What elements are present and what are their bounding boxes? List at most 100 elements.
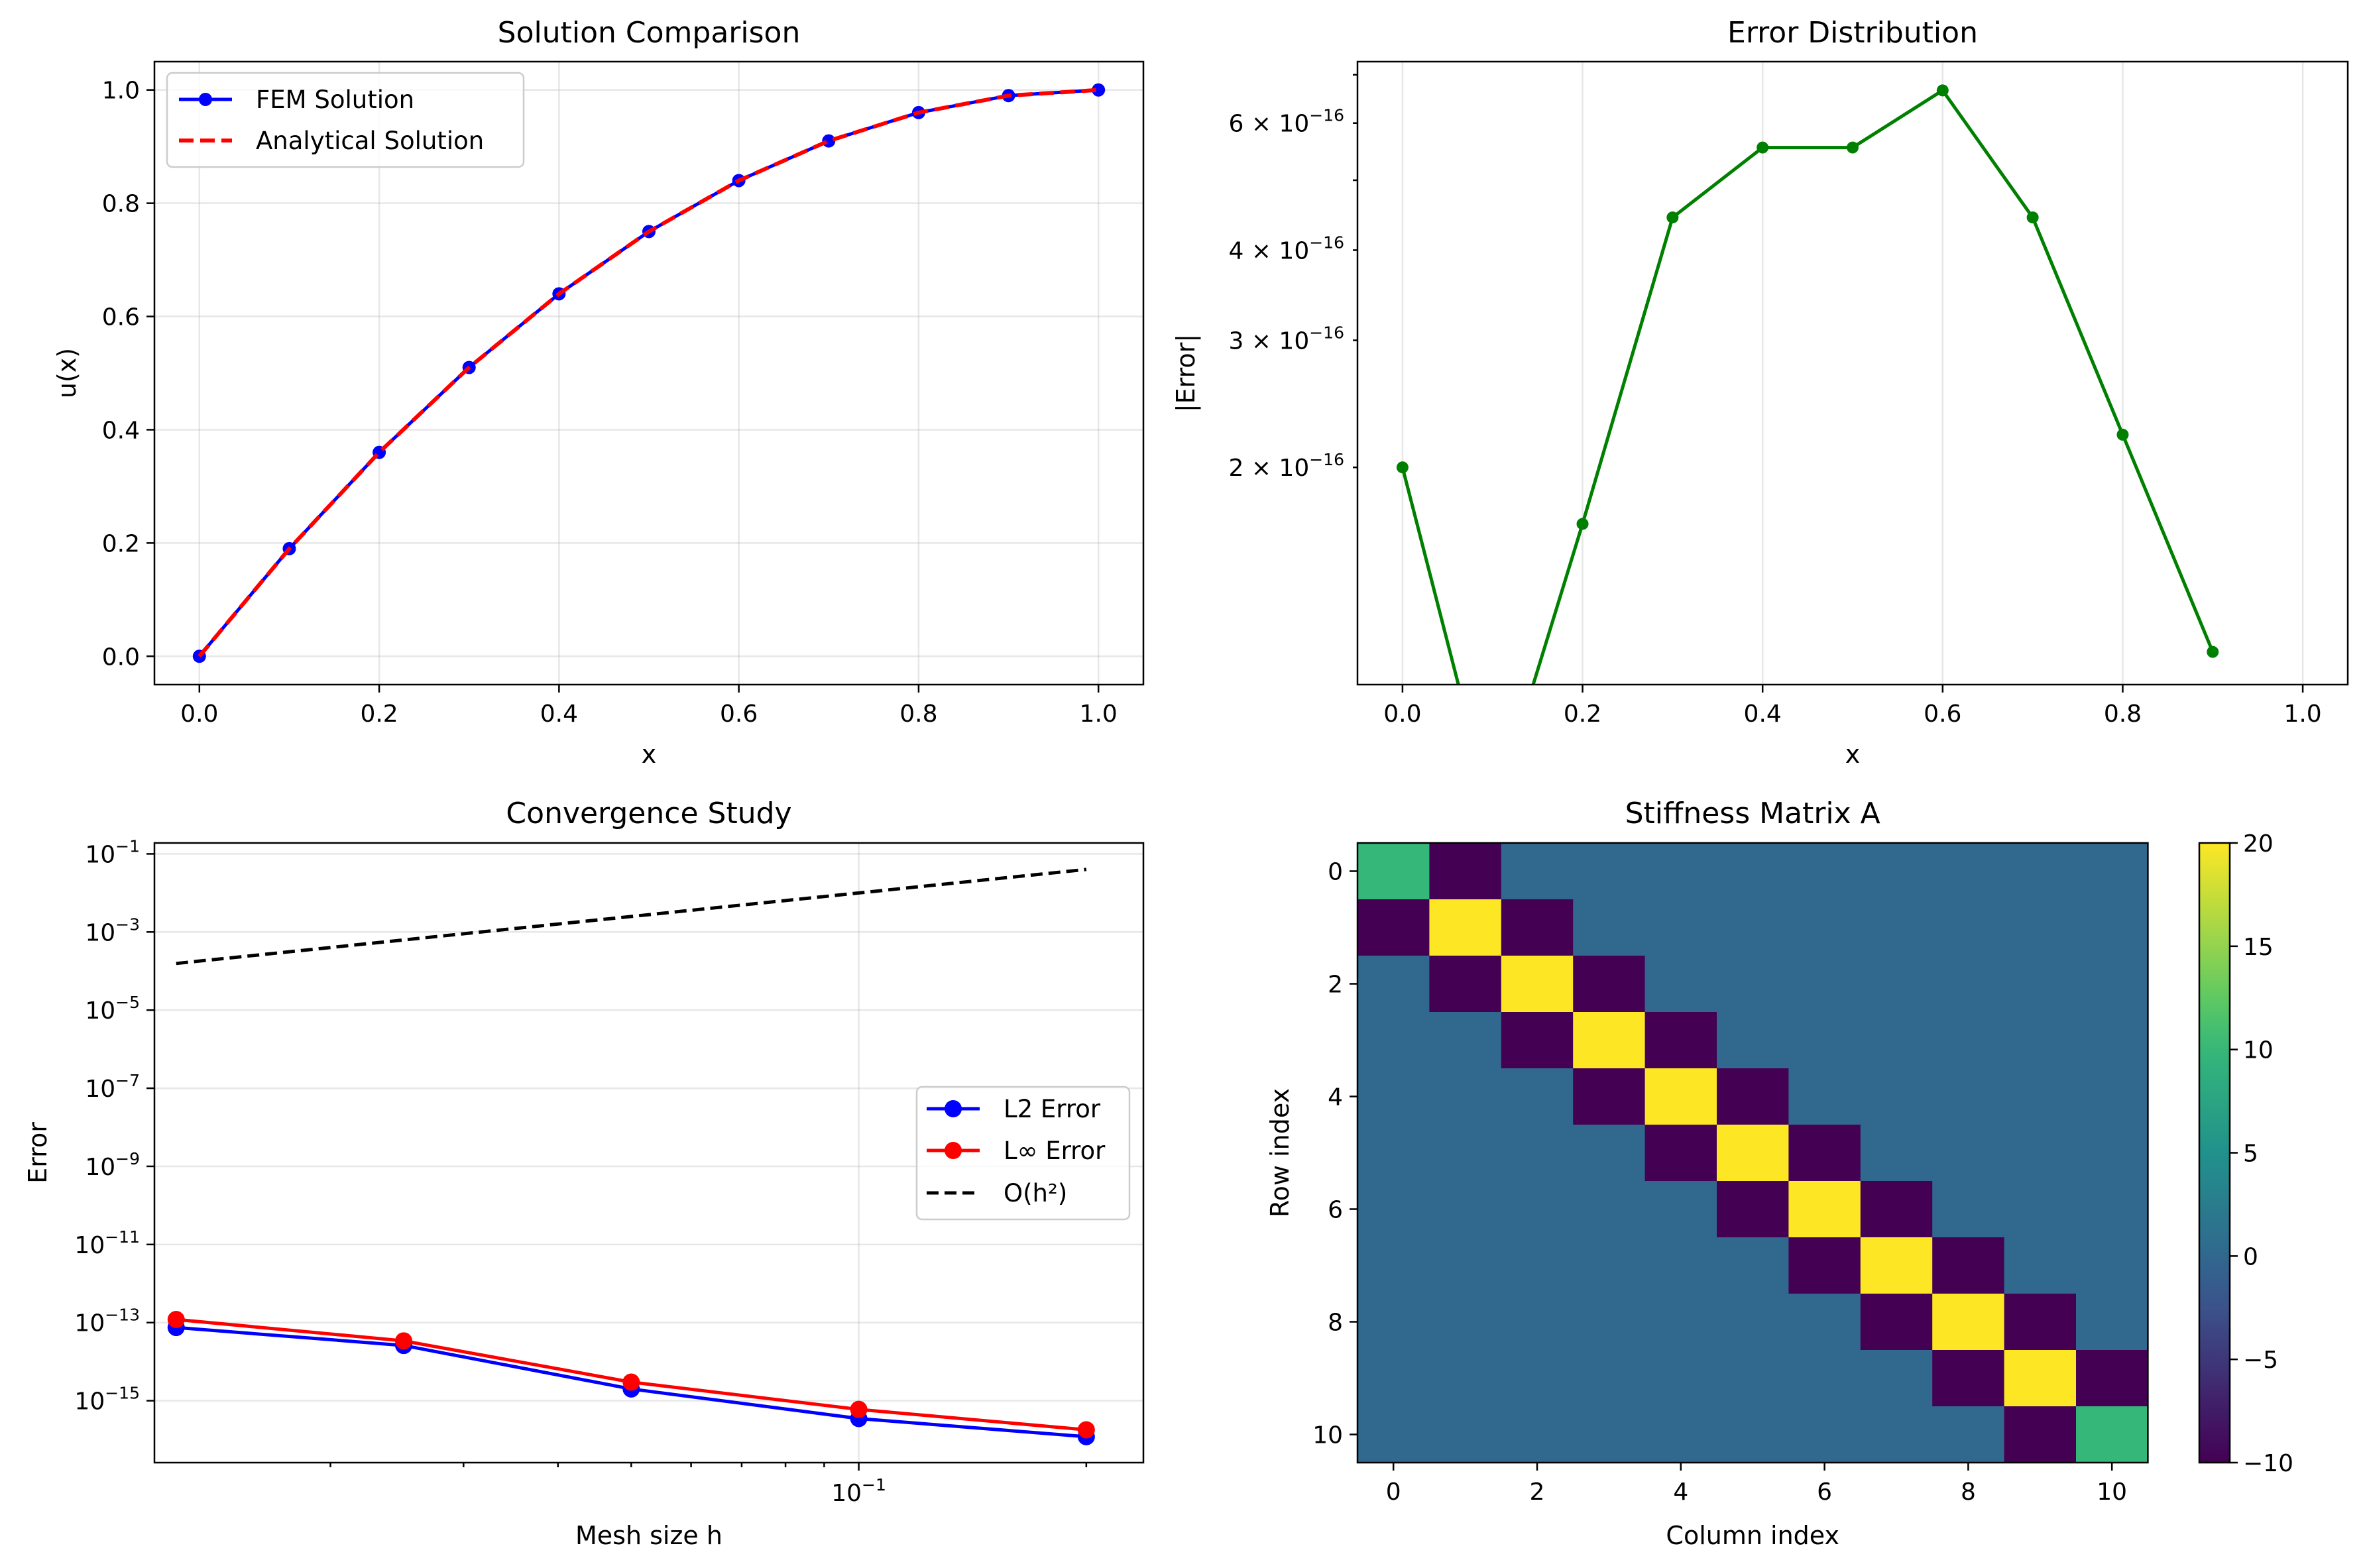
y-axis-label: Row index [1265,1088,1295,1217]
error-point [1757,141,1769,154]
matrix-cell [1429,1237,1502,1294]
legend: FEM Solution Analytical Solution [166,72,525,168]
matrix-cell [1932,1350,2005,1407]
x-tick-label: 0.4 [540,700,578,728]
x-tick-label: 2 [1530,1479,1545,1506]
matrix-cell [1932,956,2005,1013]
matrix-cell [2004,1012,2077,1069]
matrix-cell [1788,1068,1861,1125]
y-tick-label: 2 [1328,972,1343,999]
x-tick-label: 4 [1673,1479,1688,1506]
matrix-cell [1644,1012,1717,1069]
x-axis-label: x [1845,740,1861,769]
matrix-cell [2004,1237,2077,1294]
colorbar-tick-label: 0 [2243,1243,2258,1270]
matrix-cell [1644,1237,1717,1294]
x-axis-label: Column index [1666,1521,1839,1550]
error-point [1396,461,1409,474]
matrix-cell [1932,1237,2005,1294]
y-tick-label: 0 [1328,859,1343,886]
matrix-cell [1717,1012,1789,1069]
matrix-cell [1357,1406,1430,1463]
legend: L2 Error L∞ Error O(h²) [915,1086,1131,1221]
matrix-cell [1788,1406,1861,1463]
x-tick-label: 0.6 [1924,700,1961,728]
matrix-cell [1501,899,1574,956]
matrix-cell [1644,1294,1717,1351]
matrix-cell [2076,1012,2148,1069]
y-tick-label: 10−15 [74,1384,140,1416]
matrix-cell [1501,843,1574,900]
x-axis-label: x [642,740,657,769]
y-tick-label: 0.2 [102,530,140,557]
x-tick-label: 0.0 [1383,700,1421,728]
error-point [1936,84,1949,97]
matrix-cell [2004,1125,2077,1182]
matrix-cell [2076,1181,2148,1238]
matrix-cell [1932,1406,2005,1463]
matrix-cell [1788,1181,1861,1238]
matrix-cell [1788,1237,1861,1294]
legend-label: L2 Error [1004,1095,1101,1123]
matrix-cell [1357,1294,1430,1351]
matrix-cell [1501,1181,1574,1238]
legend-label: FEM Solution [256,85,414,114]
matrix-cell [2076,899,2148,956]
matrix-cell [1573,1012,1646,1069]
linf-error-point [395,1332,413,1350]
x-tick-label: 0.2 [1564,700,1601,728]
y-axis-label: |Error| [1171,334,1201,412]
matrix-cell [1932,1125,2005,1182]
matrix-cell [1644,1125,1717,1182]
matrix-cell [1788,1012,1861,1069]
y-tick-label: 4 [1328,1084,1343,1111]
matrix-cell [1860,1125,1933,1182]
matrix-cell [1573,1406,1646,1463]
stiffness-matrix-chart: 0 2 4 6 8 10 0 2 4 6 8 10 Stiffness Matrix A Column i… [1265,797,2293,1550]
colorbar [2199,843,2230,1463]
chart-title: Stiffness Matrix A [1625,797,1880,830]
y-tick-label: 0.6 [102,304,140,331]
matrix-cell [1932,1012,2005,1069]
matrix-cell [1357,843,1430,900]
y-tick-label: 10−9 [85,1149,140,1181]
matrix-cell [1860,1406,1933,1463]
matrix-cell [1932,1294,2005,1351]
y-tick-label: 6 [1328,1197,1343,1224]
plot-frame [153,60,1145,686]
matrix-cell [1357,1068,1430,1125]
x-tick-label: 0.2 [360,700,398,728]
y-tick-label: 0.4 [102,417,140,444]
x-axis-label: Mesh size h [575,1521,722,1550]
chart-title: Convergence Study [506,797,791,830]
matrix-cell [1501,956,1574,1013]
legend-label: Analytical Solution [256,127,484,155]
y-tick-label: 10−7 [85,1071,140,1103]
matrix-cell [1644,843,1717,900]
fem-solution-point [1092,83,1106,97]
x-tick-label: 1.0 [1080,700,1118,728]
order-reference-line [176,868,1087,966]
colorbar-tick-label: 10 [2243,1037,2274,1064]
linf-error-point [167,1311,185,1329]
matrix-cell [1429,1294,1502,1351]
matrix-cell [1357,1237,1430,1294]
matrix-cell [1644,1181,1717,1238]
matrix-cell [2004,956,2077,1013]
linf-error-point [622,1373,640,1391]
matrix-cell [1717,1237,1789,1294]
matrix-cell [1501,1350,1574,1407]
matrix-cell [1573,899,1646,956]
colorbar-tick-label: −5 [2243,1347,2278,1374]
error-distribution-chart: 0.0 0.2 0.4 0.6 0.8 1.0 2 × 10−16 3 × 10−16 4 × … [1171,16,2349,769]
matrix-cell [1932,1068,2005,1125]
matrix-cell [1501,1406,1574,1463]
y-tick-label: 8 [1328,1310,1343,1337]
matrix-cell [1860,1068,1933,1125]
matrix-cell [2076,843,2148,900]
error-point [2026,211,2039,224]
x-tick-label: 0.8 [2104,700,2142,728]
error-point [2116,428,2129,441]
matrix-cell [1717,843,1789,900]
matrix-cell [1429,1350,1502,1407]
